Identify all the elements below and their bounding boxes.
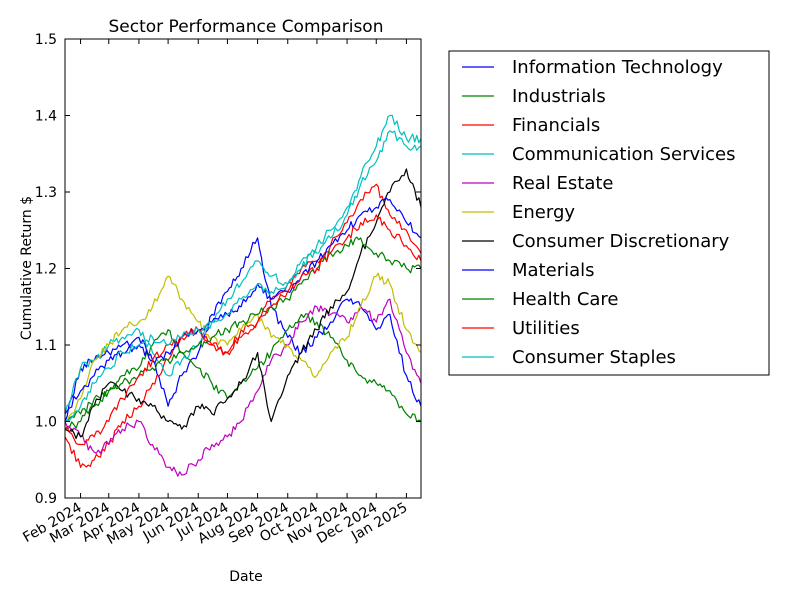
y-tick-label: 1.3	[35, 185, 57, 201]
legend-label: Real Estate	[512, 173, 614, 194]
series-line-11	[64, 114, 422, 423]
chart-title: Sector Performance Comparison	[109, 17, 384, 37]
legend-label: Financials	[512, 115, 600, 136]
series-line-9	[64, 236, 422, 430]
series-line-7	[64, 168, 422, 440]
legend-label: Communication Services	[512, 144, 736, 165]
legend-label: Consumer Staples	[512, 347, 676, 368]
legend: Information Technology Industrials Financi…	[448, 50, 770, 376]
legend-box	[448, 50, 770, 376]
legend-label: Materials	[512, 260, 595, 281]
legend-label: Utilities	[512, 318, 580, 339]
series-line-1	[64, 237, 422, 422]
series-line-4	[64, 130, 422, 415]
legend-label: Information Technology	[512, 57, 723, 78]
legend-label: Industrials	[512, 86, 606, 107]
legend-label: Consumer Discretionary	[512, 231, 730, 252]
legend-label: Health Care	[512, 289, 619, 310]
series-line-10	[64, 214, 422, 446]
y-tick-label: 1.1	[35, 338, 57, 354]
y-tick-label: 0.9	[35, 491, 57, 507]
y-tick-label: 1.0	[35, 415, 57, 431]
y-tick-label: 1.4	[35, 109, 57, 125]
series-line-6	[64, 272, 422, 423]
x-axis-title: Date	[229, 569, 262, 585]
y-tick-label: 1.2	[35, 262, 57, 278]
legend-label: Energy	[512, 202, 575, 223]
y-tick-label: 1.5	[35, 32, 57, 48]
y-axis-title: Cumulative Return $	[19, 196, 35, 340]
